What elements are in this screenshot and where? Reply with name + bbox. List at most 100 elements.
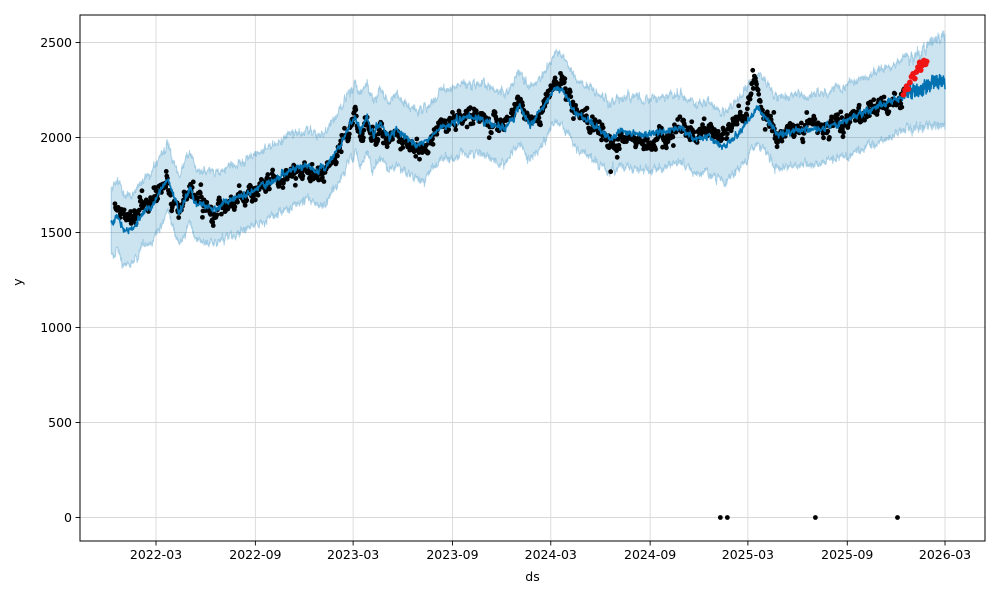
history-point xyxy=(599,137,604,143)
history-point xyxy=(214,212,220,218)
y-axis-title: y xyxy=(10,278,25,286)
anomaly-point xyxy=(905,86,912,92)
y-tick-label: 2000 xyxy=(40,130,72,145)
history-point xyxy=(168,192,173,198)
history-point xyxy=(198,182,204,188)
history-point xyxy=(414,136,420,142)
history-point xyxy=(768,113,773,119)
history-point xyxy=(486,135,492,141)
history-point xyxy=(762,127,768,132)
history-point xyxy=(292,182,298,188)
history-point xyxy=(677,114,683,120)
history-point xyxy=(653,147,658,152)
history-point xyxy=(242,202,248,208)
history-point xyxy=(309,161,315,167)
history-point xyxy=(176,215,182,220)
history-point xyxy=(670,134,676,140)
history-point xyxy=(195,195,200,201)
history-point xyxy=(838,109,844,115)
x-tick-label: 2022-09 xyxy=(229,547,281,562)
history-point xyxy=(464,124,470,130)
x-tick-label: 2025-09 xyxy=(821,547,873,562)
history-point xyxy=(450,110,455,115)
history-point xyxy=(829,114,834,120)
history-point xyxy=(200,214,205,220)
history-point xyxy=(841,130,846,135)
history-point xyxy=(121,211,126,216)
history-point xyxy=(376,131,381,137)
history-point xyxy=(284,176,290,182)
history-point xyxy=(470,121,476,126)
x-tick-label: 2022-03 xyxy=(130,547,182,562)
history-point xyxy=(360,135,366,141)
history-point xyxy=(600,125,606,131)
history-point xyxy=(333,160,339,165)
history-point xyxy=(190,179,196,185)
history-point xyxy=(562,76,568,82)
history-point xyxy=(724,131,730,137)
x-tick-label: 2024-03 xyxy=(525,547,577,562)
history-point xyxy=(232,204,238,210)
history-point xyxy=(771,110,777,115)
history-point xyxy=(791,132,797,138)
history-point xyxy=(616,146,622,152)
history-point xyxy=(270,167,276,173)
history-point xyxy=(800,139,806,145)
history-point xyxy=(856,102,862,108)
history-point xyxy=(700,122,705,128)
history-point xyxy=(204,199,210,205)
history-point xyxy=(473,108,479,114)
history-point xyxy=(670,143,676,148)
history-point xyxy=(719,136,725,142)
history-point xyxy=(596,119,602,125)
history-point xyxy=(417,156,422,162)
history-point xyxy=(840,134,846,140)
history-point xyxy=(128,209,134,214)
history-point xyxy=(446,127,452,132)
history-point xyxy=(561,79,567,85)
tick-layer: 2022-03 2022-09 2023-03 2023-09 2024-03 2024-… xyxy=(40,35,971,562)
anomaly-point xyxy=(913,69,920,75)
history-point xyxy=(280,185,286,191)
forecast-line-layer xyxy=(110,73,946,235)
history-point xyxy=(218,211,224,217)
history-point xyxy=(369,138,374,143)
history-point xyxy=(715,128,721,134)
anomaly-point xyxy=(917,67,924,73)
uncertainty-band-layer xyxy=(110,30,946,269)
history-point xyxy=(827,135,832,140)
history-point xyxy=(255,192,261,198)
x-tick-label: 2026-03 xyxy=(919,547,971,562)
low-outlier-point xyxy=(608,169,614,175)
history-point xyxy=(112,201,118,207)
history-point xyxy=(756,91,762,97)
axes-frame xyxy=(79,14,986,542)
history-point xyxy=(747,96,753,102)
x-tick-label: 2023-09 xyxy=(426,547,478,562)
history-point xyxy=(488,130,494,136)
history-point xyxy=(321,179,327,184)
history-point xyxy=(798,120,804,126)
history-point xyxy=(750,67,756,73)
history-point xyxy=(139,188,145,194)
x-axis-title: ds xyxy=(525,569,539,584)
history-point xyxy=(235,199,240,205)
grid-layer xyxy=(80,15,985,541)
history-point xyxy=(760,107,765,113)
history-point xyxy=(210,223,216,228)
history-point xyxy=(138,198,144,204)
history-point xyxy=(384,144,390,150)
history-point xyxy=(413,153,419,159)
history-point xyxy=(453,127,459,133)
history-point xyxy=(443,118,448,124)
y-tick-label: 500 xyxy=(48,415,72,430)
history-point xyxy=(244,197,250,203)
history-point xyxy=(536,115,542,121)
history-point xyxy=(584,105,590,111)
history-point xyxy=(812,116,818,122)
history-point xyxy=(319,175,325,180)
history-point xyxy=(492,110,498,115)
history-point xyxy=(615,136,621,142)
